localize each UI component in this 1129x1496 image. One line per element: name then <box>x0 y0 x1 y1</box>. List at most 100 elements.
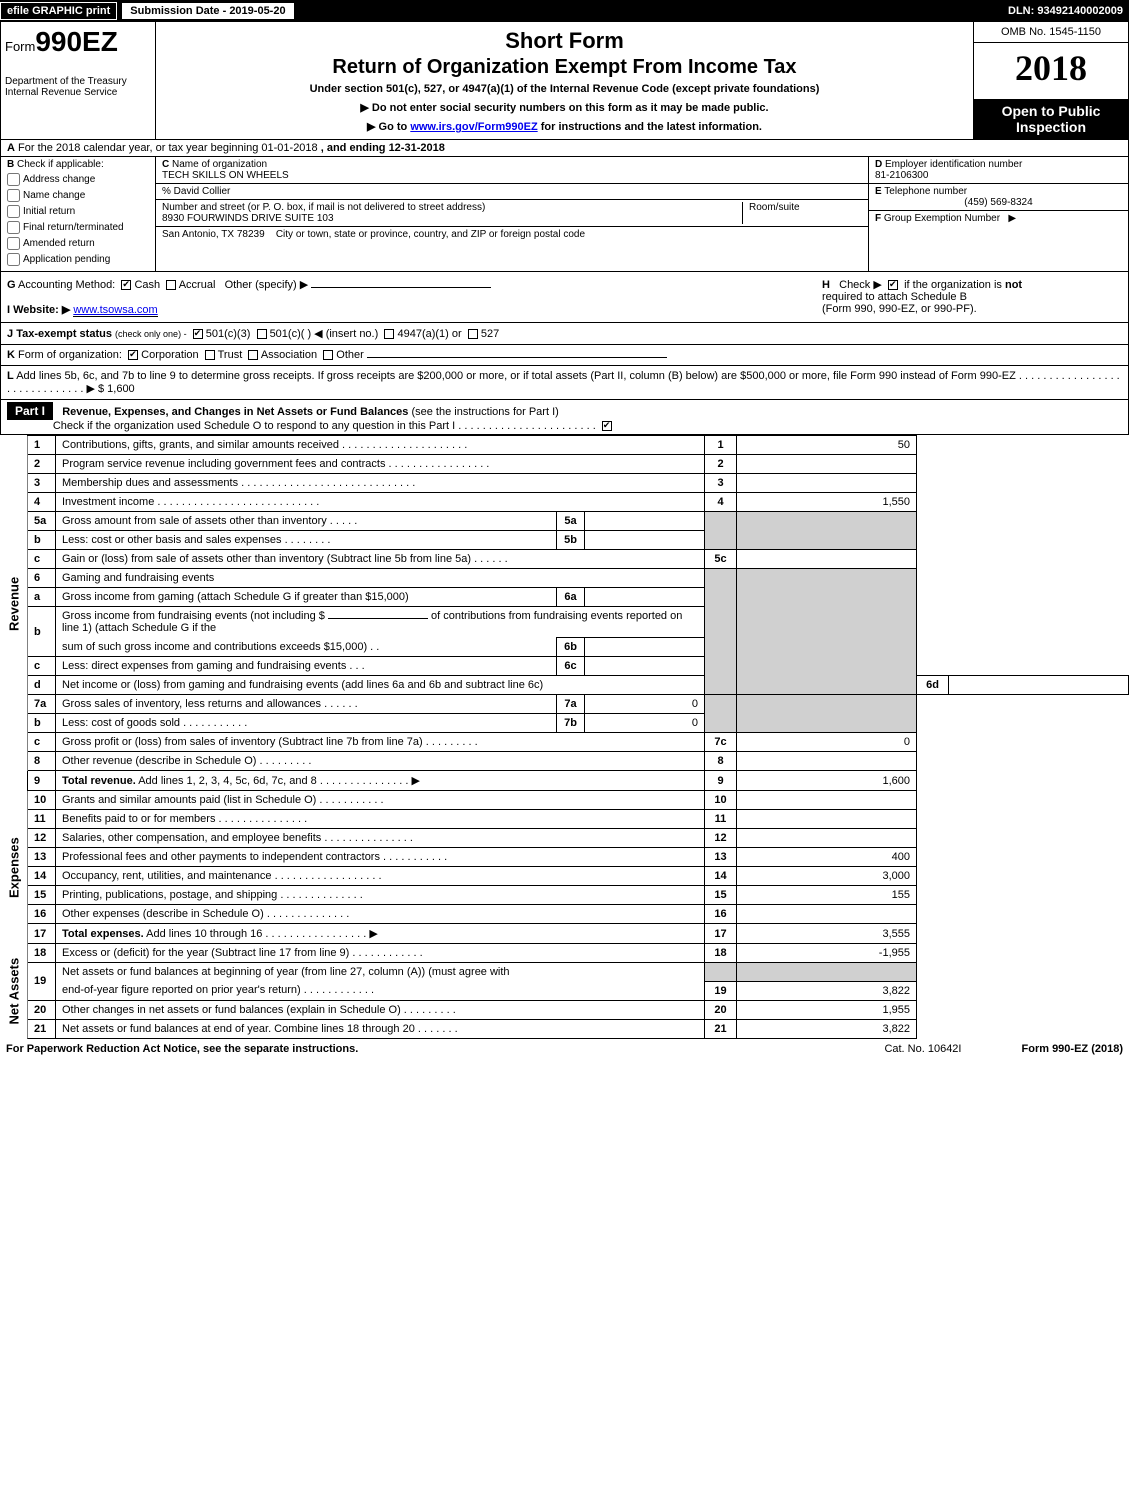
line-1-value: 50 <box>737 436 917 455</box>
chk-application-pending-input[interactable] <box>7 253 20 266</box>
chk-name-change[interactable]: Name change <box>7 189 149 202</box>
chk-4947a1[interactable] <box>384 329 394 339</box>
line-6a-desc: Gross income from gaming (attach Schedul… <box>56 588 557 607</box>
row-l: L Add lines 5b, 6c, and 7b to line 9 to … <box>0 366 1129 400</box>
chk-association[interactable] <box>248 350 258 360</box>
row-j: J Tax-exempt status (check only one) - 5… <box>0 323 1129 345</box>
chk-cash[interactable] <box>121 280 131 290</box>
label-l: L <box>7 370 14 382</box>
accounting-method-label: Accounting Method: <box>18 279 115 291</box>
sidelabel-expenses: Expenses <box>0 791 28 944</box>
chk-application-pending-label: Application pending <box>23 254 110 265</box>
chk-other-org[interactable] <box>323 350 333 360</box>
org-name: TECH SKILLS ON WHEELS <box>162 170 289 181</box>
chk-initial-return[interactable]: Initial return <box>7 205 149 218</box>
line-7ab-shade-rval <box>737 695 917 733</box>
line-12: 12 Salaries, other compensation, and emp… <box>0 829 1129 848</box>
line-7a: 7a Gross sales of inventory, less return… <box>0 695 1129 714</box>
chk-final-return-input[interactable] <box>7 221 20 234</box>
line-9: 9 Total revenue. Add lines 1, 2, 3, 4, 5… <box>0 771 1129 791</box>
care-of: % David Collier <box>162 186 230 197</box>
line-2-num: 2 <box>28 455 56 474</box>
line-13-rnum: 13 <box>705 848 737 867</box>
line-20-num: 20 <box>28 1000 56 1019</box>
line-6b-innum: 6b <box>557 638 585 657</box>
ein-block: D Employer identification number 81-2106… <box>869 157 1128 184</box>
line-7b: b Less: cost of goods sold . . . . . . .… <box>0 714 1129 733</box>
chk-501c-other[interactable] <box>257 329 267 339</box>
line-9-desc: Total revenue. Add lines 1, 2, 3, 4, 5c,… <box>56 771 705 791</box>
line-20-value: 1,955 <box>737 1000 917 1019</box>
line-19-shade-rnum <box>705 963 737 982</box>
opt-association: Association <box>261 349 317 361</box>
chk-schedule-b-not-required[interactable] <box>888 280 898 290</box>
chk-527[interactable] <box>468 329 478 339</box>
line-6b-part2: sum of such gross income and contributio… <box>0 638 1129 657</box>
line-14-value: 3,000 <box>737 867 917 886</box>
other-specify-line <box>311 287 491 288</box>
chk-schedule-o-used[interactable] <box>602 421 612 431</box>
efile-print-button[interactable]: efile GRAPHIC print <box>0 2 117 20</box>
line-7b-inval: 0 <box>585 714 705 733</box>
line-6a-innum: 6a <box>557 588 585 607</box>
chk-amended-return[interactable]: Amended return <box>7 237 149 250</box>
line-12-desc: Salaries, other compensation, and employ… <box>56 829 705 848</box>
line-8-num: 8 <box>28 752 56 771</box>
line-18: Net Assets 18 Excess or (deficit) for th… <box>0 944 1129 963</box>
chk-trust[interactable] <box>205 350 215 360</box>
open-to-public: Open to Public Inspection <box>974 99 1128 139</box>
line-5c: c Gain or (loss) from sale of assets oth… <box>0 550 1129 569</box>
line-6d-rnum: 6d <box>917 676 949 695</box>
chk-initial-return-input[interactable] <box>7 205 20 218</box>
line-15-num: 15 <box>28 886 56 905</box>
chk-501c3[interactable] <box>193 329 203 339</box>
org-name-row: C Name of organization TECH SKILLS ON WH… <box>156 157 868 184</box>
form-of-org-label: Form of organization: <box>18 349 122 361</box>
line-4-value: 1,550 <box>737 493 917 512</box>
line-18-num: 18 <box>28 944 56 963</box>
line-21-value: 3,822 <box>737 1019 917 1038</box>
part-i-title-block: Part I Revenue, Expenses, and Changes in… <box>1 400 1128 434</box>
line-6-desc: Gaming and fundraising events <box>56 569 705 588</box>
line-5c-desc: Gain or (loss) from sale of assets other… <box>56 550 705 569</box>
chk-name-change-label: Name change <box>23 190 85 201</box>
line-7a-innum: 7a <box>557 695 585 714</box>
website-link[interactable]: www.tsowsa.com <box>73 304 157 317</box>
opt-corporation: Corporation <box>141 349 198 361</box>
line-18-value: -1,955 <box>737 944 917 963</box>
line-17-value: 3,555 <box>737 924 917 944</box>
topbar: efile GRAPHIC print Submission Date - 20… <box>0 0 1129 22</box>
dln-number: DLN: 93492140002009 <box>1008 5 1129 17</box>
form-title-main: Return of Organization Exempt From Incom… <box>164 56 965 79</box>
telephone-label: Telephone number <box>884 186 967 197</box>
chk-accrual[interactable] <box>166 280 176 290</box>
line-14-rnum: 14 <box>705 867 737 886</box>
line-3-value <box>737 474 917 493</box>
irs-link[interactable]: www.irs.gov/Form990EZ <box>410 121 537 133</box>
line-10-value <box>737 791 917 810</box>
line-7b-num: b <box>28 714 56 733</box>
line-9-num: 9 <box>28 771 56 791</box>
check-if-applicable: Check if applicable: <box>17 159 104 170</box>
chk-name-change-input[interactable] <box>7 189 20 202</box>
line-5b-desc: Less: cost or other basis and sales expe… <box>56 531 557 550</box>
paperwork-notice: For Paperwork Reduction Act Notice, see … <box>6 1043 358 1055</box>
line-3: 3 Membership dues and assessments . . . … <box>0 474 1129 493</box>
line-10-desc: Grants and similar amounts paid (list in… <box>56 791 705 810</box>
chk-amended-return-input[interactable] <box>7 237 20 250</box>
h-not: not <box>1005 279 1022 291</box>
line-17-bold: Total expenses. <box>62 928 144 940</box>
omb-number: OMB No. 1545-1150 <box>974 22 1128 43</box>
chk-application-pending[interactable]: Application pending <box>7 253 149 266</box>
chk-final-return[interactable]: Final return/terminated <box>7 221 149 234</box>
part-i-header-row: Part I Revenue, Expenses, and Changes in… <box>0 400 1129 435</box>
line-13-value: 400 <box>737 848 917 867</box>
line-7c-desc: Gross profit or (loss) from sales of inv… <box>56 733 705 752</box>
line-17-num: 17 <box>28 924 56 944</box>
chk-address-change[interactable]: Address change <box>7 173 149 186</box>
chk-corporation[interactable] <box>128 350 138 360</box>
chk-address-change-input[interactable] <box>7 173 20 186</box>
group-exemption-block: F Group Exemption Number ▶ <box>869 211 1128 226</box>
line-7a-desc: Gross sales of inventory, less returns a… <box>56 695 557 714</box>
header-center: Short Form Return of Organization Exempt… <box>156 22 973 139</box>
